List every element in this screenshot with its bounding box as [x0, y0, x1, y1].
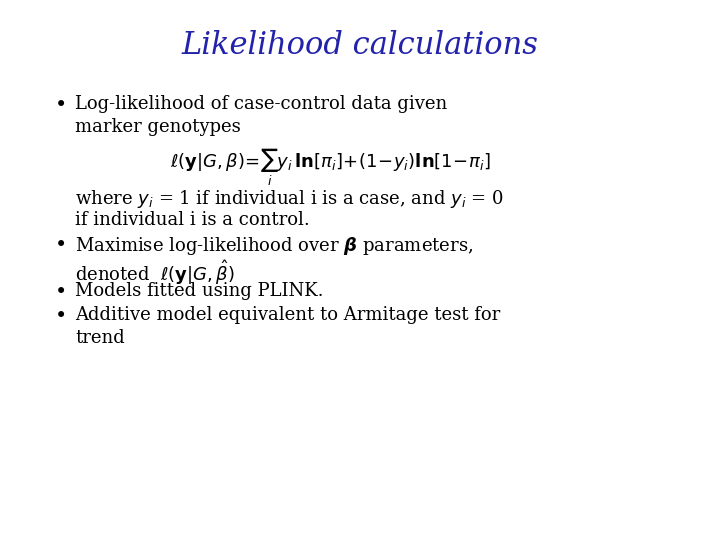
- Text: Models fitted using PLINK.: Models fitted using PLINK.: [75, 282, 323, 300]
- Text: •: •: [55, 235, 67, 255]
- Text: trend: trend: [75, 329, 125, 347]
- Text: •: •: [55, 95, 67, 115]
- Text: Likelihood calculations: Likelihood calculations: [181, 30, 539, 61]
- Text: •: •: [55, 306, 67, 326]
- Text: where $y_i$ = 1 if individual i is a case, and $y_i$ = 0: where $y_i$ = 1 if individual i is a cas…: [75, 188, 504, 210]
- Text: •: •: [55, 282, 67, 302]
- Text: if individual i is a control.: if individual i is a control.: [75, 211, 310, 229]
- Text: Additive model equivalent to Armitage test for: Additive model equivalent to Armitage te…: [75, 306, 500, 324]
- Text: Maximise log-likelihood over $\boldsymbol{\beta}$ parameters,: Maximise log-likelihood over $\boldsymbo…: [75, 235, 474, 257]
- Text: Log-likelihood of case-control data given: Log-likelihood of case-control data give…: [75, 95, 447, 113]
- Text: $\ell(\mathbf{y}|G,\beta)\!=\!\sum_i y_i \,\mathbf{ln}[\pi_i]\!+\!(1\!-\!y_i)\ma: $\ell(\mathbf{y}|G,\beta)\!=\!\sum_i y_i…: [169, 147, 490, 188]
- Text: marker genotypes: marker genotypes: [75, 118, 240, 136]
- Text: denoted  $\ell(\mathbf{y}|G,\hat{\beta})$: denoted $\ell(\mathbf{y}|G,\hat{\beta})$: [75, 258, 235, 287]
